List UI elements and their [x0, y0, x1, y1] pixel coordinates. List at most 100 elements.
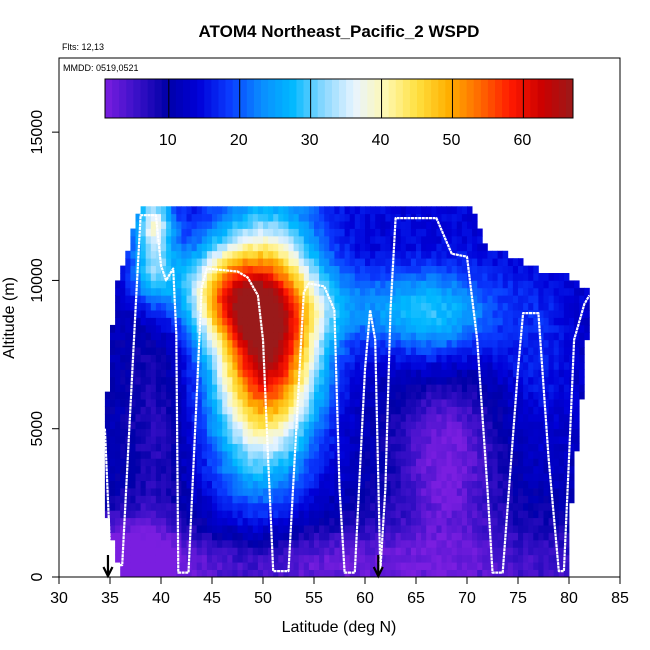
- heatmap-cell: [319, 302, 325, 311]
- heatmap-cell: [268, 324, 274, 333]
- heatmap-cell: [548, 547, 555, 556]
- heatmap-cell: [115, 465, 121, 474]
- heatmap-cell: [512, 295, 519, 304]
- heatmap-cell: [569, 280, 575, 289]
- heatmap-cell: [370, 280, 376, 289]
- heatmap-cell: [456, 450, 463, 459]
- heatmap-cell: [329, 324, 335, 333]
- heatmap-cell: [339, 310, 345, 318]
- heatmap-cell: [349, 554, 356, 563]
- heatmap-cell: [456, 361, 463, 370]
- heatmap-cell: [140, 243, 147, 252]
- heatmap-cell: [410, 406, 417, 415]
- heatmap-cell: [217, 206, 223, 215]
- heatmap-cell: [405, 421, 412, 430]
- heatmap-cell: [482, 473, 488, 482]
- heatmap-cell: [319, 539, 325, 548]
- heatmap-cell: [232, 569, 238, 578]
- heatmap-cell: [497, 465, 504, 474]
- heatmap-cell: [257, 280, 264, 289]
- heatmap-cell: [512, 369, 519, 378]
- heatmap-cell: [308, 347, 315, 355]
- heatmap-cell: [538, 280, 544, 289]
- heatmap-cell: [161, 458, 167, 467]
- heatmap-cell: [446, 302, 453, 311]
- heatmap-cell: [502, 391, 509, 400]
- heatmap-cell: [186, 428, 192, 437]
- heatmap-cell: [390, 569, 396, 578]
- heatmap-cell: [206, 473, 213, 482]
- heatmap-cell: [370, 347, 376, 355]
- heatmap-cell: [166, 369, 172, 378]
- heatmap-cell: [232, 265, 238, 274]
- heatmap-cell: [400, 369, 407, 378]
- heatmap-cell: [349, 495, 356, 504]
- heatmap-cell: [135, 376, 141, 385]
- heatmap-cell: [512, 450, 519, 459]
- heatmap-cell: [400, 406, 407, 415]
- heatmap-cell: [456, 436, 463, 444]
- heatmap-cell: [482, 547, 488, 556]
- heatmap-cell: [410, 517, 417, 526]
- heatmap-cell: [461, 250, 468, 259]
- heatmap-cell: [344, 221, 351, 229]
- heatmap-cell: [487, 265, 493, 274]
- heatmap-cell: [176, 243, 182, 252]
- heatmap-cell: [365, 443, 371, 452]
- heatmap-cell: [543, 361, 549, 370]
- heatmap-cell: [400, 324, 407, 333]
- heatmap-cell: [263, 354, 269, 363]
- heatmap-cell: [405, 302, 412, 311]
- heatmap-cell: [237, 569, 243, 578]
- heatmap-cell: [563, 495, 570, 504]
- heatmap-cell: [375, 310, 381, 318]
- heatmap-cell: [492, 421, 498, 430]
- heatmap-cell: [467, 547, 473, 556]
- heatmap-cell: [120, 436, 126, 444]
- heatmap-cell: [446, 228, 453, 237]
- heatmap-cell: [405, 473, 412, 482]
- heatmap-cell: [263, 428, 269, 437]
- heatmap-cell: [263, 569, 269, 578]
- heatmap-cell: [227, 399, 233, 407]
- heatmap-cell: [232, 324, 238, 333]
- heatmap-cell: [222, 532, 228, 541]
- heatmap-cell: [502, 480, 509, 489]
- heatmap-cell: [308, 369, 315, 378]
- heatmap-cell: [278, 347, 284, 355]
- heatmap-cell: [380, 354, 386, 363]
- heatmap-cell: [365, 347, 371, 355]
- heatmap-cell: [293, 369, 300, 378]
- heatmap-cell: [273, 547, 279, 556]
- heatmap-cell: [155, 413, 162, 422]
- heatmap-cell: [385, 317, 391, 326]
- heatmap-cell: [446, 421, 453, 430]
- heatmap-cell: [523, 488, 529, 496]
- heatmap-cell: [395, 428, 402, 437]
- heatmap-cell: [166, 421, 172, 430]
- heatmap-cell: [538, 539, 544, 548]
- heatmap-cell: [161, 406, 167, 415]
- heatmap-cell: [375, 376, 381, 385]
- heatmap-cell: [161, 250, 167, 259]
- heatmap-cell: [298, 502, 305, 511]
- heatmap-cell: [436, 258, 442, 266]
- heatmap-cell: [569, 324, 575, 333]
- heatmap-cell: [365, 532, 371, 541]
- heatmap-cell: [273, 213, 279, 222]
- heatmap-cell: [303, 488, 310, 496]
- heatmap-cell: [186, 443, 192, 452]
- colorbar-segment: [119, 79, 127, 118]
- heatmap-cell: [227, 421, 233, 430]
- heatmap-cell: [472, 569, 478, 578]
- heatmap-cell: [135, 317, 141, 326]
- heatmap-cell: [421, 465, 427, 474]
- heatmap-cell: [212, 206, 218, 215]
- heatmap-cell: [543, 480, 549, 489]
- heatmap-cell: [512, 413, 519, 422]
- heatmap-cell: [543, 443, 549, 452]
- heatmap-cell: [563, 488, 570, 496]
- heatmap-cell: [375, 295, 381, 304]
- heatmap-cell: [390, 421, 396, 430]
- heatmap-cell: [268, 376, 274, 385]
